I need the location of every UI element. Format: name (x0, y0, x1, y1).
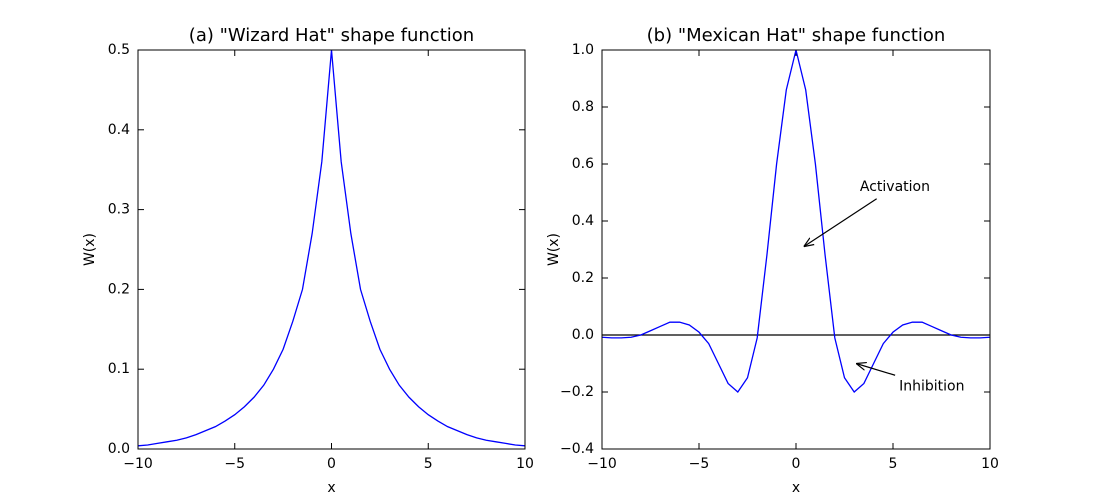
plot-frame (601, 49, 991, 450)
y-axis-label: W(x) (82, 233, 98, 266)
y-tick-label: 1.0 (572, 42, 594, 58)
y-tick-label: 0.0 (108, 441, 130, 457)
y-tick-label: 0.2 (572, 270, 594, 286)
x-tick-label: 10 (981, 456, 999, 472)
plot-frame (137, 49, 526, 450)
annotation-arrow (804, 198, 877, 247)
annotation-arrow (856, 364, 896, 376)
annotation: Inhibition (899, 378, 964, 394)
y-tick-label: 0.8 (572, 99, 594, 115)
x-tick-label: 0 (327, 456, 336, 472)
y-tick-label: −0.4 (560, 441, 594, 457)
y-tick-label: 0.2 (108, 281, 130, 297)
x-tick-label: 5 (424, 456, 433, 472)
x-tick-label: −10 (587, 456, 617, 472)
y-tick-label: −0.2 (560, 384, 594, 400)
x-tick-label: −5 (689, 456, 710, 472)
x-tick-label: 5 (889, 456, 898, 472)
annotation: Activation (860, 179, 930, 195)
x-tick-label: −5 (224, 456, 245, 472)
x-axis-label: x (792, 480, 800, 496)
x-tick-label: 0 (792, 456, 801, 472)
chart-title: (b) "Mexican Hat" shape function (647, 25, 946, 46)
y-tick-label: 0.3 (108, 202, 130, 218)
y-tick-label: 0.4 (572, 213, 594, 229)
y-axis-label: W(x) (546, 233, 562, 266)
data-line (137, 49, 526, 447)
x-tick-label: −10 (123, 456, 153, 472)
y-tick-label: 0.6 (572, 156, 594, 172)
chart-title: (a) "Wizard Hat" shape function (189, 25, 474, 46)
y-tick-label: 0.0 (572, 327, 594, 343)
y-tick-label: 0.5 (108, 42, 130, 58)
x-axis-label: x (327, 480, 335, 496)
y-tick-label: 0.1 (108, 361, 130, 377)
data-line (601, 49, 991, 393)
y-tick-label: 0.4 (108, 122, 130, 138)
x-tick-label: 10 (516, 456, 534, 472)
